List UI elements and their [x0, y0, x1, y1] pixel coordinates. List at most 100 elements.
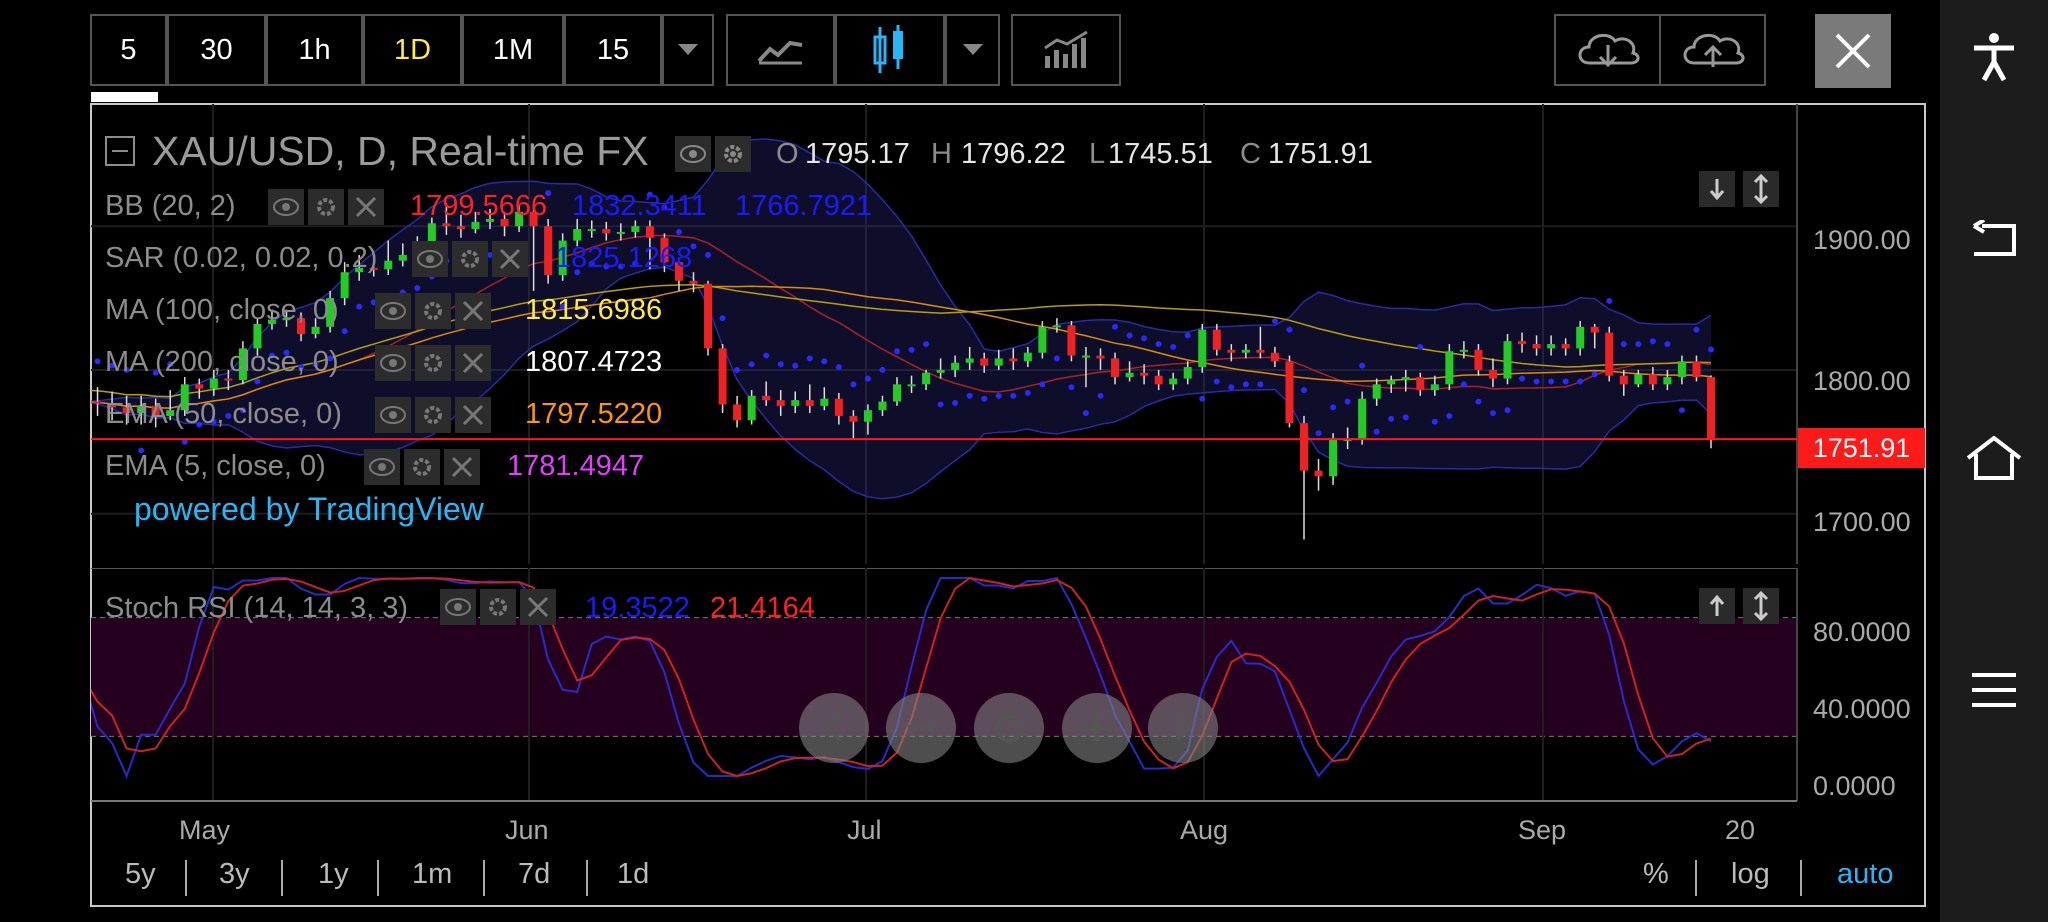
sar-dot	[1708, 346, 1714, 353]
interval-30-button[interactable]: 30	[167, 14, 266, 86]
close-icon[interactable]	[492, 241, 528, 277]
candle-body	[326, 298, 335, 327]
stoch-rsi-controls	[440, 589, 556, 625]
percent-scale-button[interactable]: %	[1643, 858, 1669, 890]
candle-body	[1009, 358, 1018, 362]
eye-icon[interactable]	[364, 449, 400, 485]
sar-dot	[603, 263, 610, 270]
time-tick: Jul	[847, 815, 882, 845]
home-icon[interactable]	[1940, 436, 2048, 480]
close-icon[interactable]	[444, 449, 480, 485]
candle-body	[427, 223, 436, 244]
range-5y-button[interactable]: 5y	[125, 858, 156, 890]
gear-icon[interactable]	[415, 345, 451, 381]
close-icon[interactable]	[348, 189, 384, 225]
gear-icon[interactable]	[480, 589, 516, 625]
sar-dot	[530, 313, 537, 320]
auto-scale-button[interactable]: auto	[1837, 858, 1894, 890]
close-icon[interactable]	[455, 293, 491, 329]
eye-icon[interactable]	[375, 345, 411, 381]
indicator-ma200-label: MA (200, close, 0)	[105, 346, 339, 378]
collapse-legend-icon[interactable]	[105, 136, 135, 166]
candle-body	[1241, 349, 1250, 353]
range-separator	[483, 860, 485, 896]
ema50-value: 1797.5220	[525, 398, 663, 430]
chart-container[interactable]	[90, 103, 1926, 907]
chart-scroll-marker[interactable]	[91, 92, 158, 102]
minus-icon	[908, 725, 934, 730]
osc-pane-move-up-icon[interactable]	[1699, 588, 1735, 624]
candle-body	[1547, 344, 1556, 349]
sar-dot	[952, 400, 959, 406]
menu-icon[interactable]	[1940, 672, 2048, 708]
candle-chart-button[interactable]	[835, 14, 945, 86]
interval-5-button[interactable]: 5	[90, 14, 167, 86]
eye-icon[interactable]	[675, 136, 711, 172]
sar-dot	[167, 361, 174, 368]
eye-icon[interactable]	[375, 293, 411, 329]
interval-1d-button[interactable]: 1D	[363, 14, 462, 86]
candle-body	[238, 348, 247, 380]
candle-body	[1285, 361, 1294, 424]
candle-body	[1488, 369, 1497, 379]
chart-style-dropdown-button[interactable]	[945, 14, 1000, 86]
interval-1m-button[interactable]: 1M	[462, 14, 564, 86]
range-1d-button[interactable]: 1d	[617, 858, 650, 890]
candle-body	[762, 395, 771, 401]
eye-icon[interactable]	[268, 189, 304, 225]
gear-icon[interactable]	[715, 136, 751, 172]
close-icon[interactable]	[455, 345, 491, 381]
gear-icon[interactable]	[404, 449, 440, 485]
sar-dot	[705, 251, 712, 258]
close-icon[interactable]	[520, 589, 556, 625]
tradingview-watermark[interactable]: powered by TradingView	[134, 491, 484, 527]
range-7d-button[interactable]: 7d	[518, 858, 551, 890]
sar-dot	[617, 263, 624, 270]
sar-dot	[1577, 378, 1584, 385]
range-3y-button[interactable]: 3y	[219, 858, 250, 890]
zoom-in-button[interactable]	[1062, 693, 1132, 763]
scroll-left-button[interactable]	[799, 693, 869, 763]
candle-body	[166, 410, 175, 416]
indicators-button[interactable]	[1011, 14, 1121, 86]
pane-maximize-icon[interactable]	[1743, 171, 1779, 207]
interval-dropdown-button[interactable]	[662, 14, 714, 86]
close-button[interactable]	[1815, 14, 1891, 88]
sar-dot	[1170, 343, 1177, 350]
gear-icon[interactable]	[415, 293, 451, 329]
scroll-right-button[interactable]	[1148, 693, 1218, 763]
osc-pane-maximize-icon[interactable]	[1743, 588, 1779, 624]
sar-dot	[1635, 341, 1642, 348]
candle-body	[137, 405, 146, 414]
sar-dot	[1460, 381, 1467, 388]
candle-body	[500, 219, 509, 227]
gear-icon[interactable]	[308, 189, 344, 225]
candle-body	[297, 318, 306, 334]
candle-body	[355, 267, 364, 273]
load-cloud-button[interactable]	[1554, 14, 1661, 86]
eye-icon[interactable]	[412, 241, 448, 277]
candle-body	[1561, 344, 1570, 349]
pane-move-down-icon[interactable]	[1699, 171, 1735, 207]
range-1y-button[interactable]: 1y	[318, 858, 349, 890]
line-chart-button[interactable]	[726, 14, 835, 86]
back-icon[interactable]	[1940, 220, 2048, 260]
eye-icon[interactable]	[440, 589, 476, 625]
interval-15-button[interactable]: 15	[564, 14, 662, 86]
interval-1h-button[interactable]: 1h	[266, 14, 363, 86]
zoom-out-button[interactable]	[886, 693, 956, 763]
candle-body	[267, 319, 276, 324]
reset-zoom-button[interactable]	[974, 693, 1044, 763]
log-scale-button[interactable]: log	[1731, 858, 1770, 890]
save-cloud-button[interactable]	[1659, 14, 1766, 86]
range-1m-button[interactable]: 1m	[412, 858, 453, 890]
sar-dot	[1097, 392, 1104, 399]
eye-icon[interactable]	[375, 397, 411, 433]
gear-icon[interactable]	[452, 241, 488, 277]
close-icon[interactable]	[455, 397, 491, 433]
sar-dot	[908, 346, 915, 353]
gear-icon[interactable]	[415, 397, 451, 433]
indicator-sar-label: SAR (0.02, 0.02, 0.2)	[105, 242, 378, 274]
bb-controls	[268, 189, 384, 225]
accessibility-icon[interactable]	[1940, 32, 2048, 82]
